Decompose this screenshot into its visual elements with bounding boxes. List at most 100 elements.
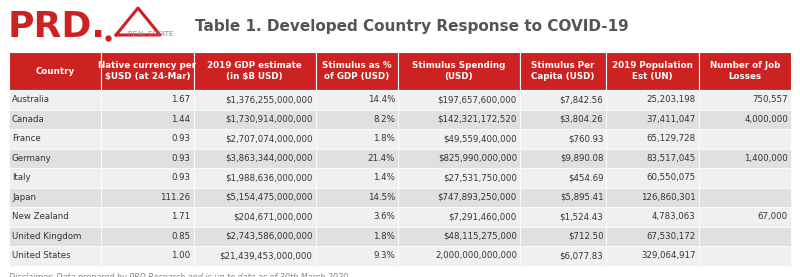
Text: $27,531,750,000: $27,531,750,000	[443, 173, 517, 182]
Text: 37,411,047: 37,411,047	[646, 115, 696, 124]
Bar	[520, 52, 606, 90]
Bar	[698, 90, 791, 109]
Text: Country: Country	[35, 66, 74, 76]
Bar	[102, 148, 194, 168]
Text: Number of Job
Losses: Number of Job Losses	[710, 61, 780, 81]
Text: $712.50: $712.50	[568, 232, 603, 241]
Text: $5,154,475,000,000: $5,154,475,000,000	[225, 193, 313, 202]
Text: 2,000,000,000,000: 2,000,000,000,000	[435, 251, 517, 260]
Text: 65,129,728: 65,129,728	[646, 134, 696, 143]
Bar	[520, 109, 606, 129]
Text: 1.8%: 1.8%	[373, 232, 395, 241]
Text: 1.44: 1.44	[171, 115, 190, 124]
Text: 67,000: 67,000	[758, 212, 788, 221]
Bar	[606, 52, 698, 90]
Text: 0.85: 0.85	[171, 232, 190, 241]
Text: United Kingdom: United Kingdom	[12, 232, 82, 241]
Bar	[606, 90, 698, 109]
Text: $7,842.56: $7,842.56	[560, 95, 603, 104]
Text: $48,115,275,000: $48,115,275,000	[443, 232, 517, 241]
Bar	[102, 227, 194, 246]
Text: 750,557: 750,557	[752, 95, 788, 104]
Bar	[102, 129, 194, 148]
Text: 0.93: 0.93	[171, 173, 190, 182]
Text: Stimulus Spending
(USD): Stimulus Spending (USD)	[412, 61, 506, 81]
Text: United States: United States	[12, 251, 70, 260]
Bar	[9, 52, 102, 90]
Bar	[9, 188, 102, 207]
Text: 111.26: 111.26	[161, 193, 190, 202]
Bar	[315, 227, 398, 246]
Bar	[698, 207, 791, 227]
Bar	[9, 90, 102, 109]
Text: $204,671,000,000: $204,671,000,000	[233, 212, 313, 221]
Bar	[520, 90, 606, 109]
Bar	[398, 109, 520, 129]
Bar	[315, 129, 398, 148]
Text: 60,550,075: 60,550,075	[646, 173, 696, 182]
Text: 2019 GDP estimate
(in $B USD): 2019 GDP estimate (in $B USD)	[207, 61, 302, 81]
Bar	[9, 227, 102, 246]
Text: 0.93: 0.93	[171, 134, 190, 143]
Bar	[520, 207, 606, 227]
Bar	[315, 188, 398, 207]
Bar	[315, 207, 398, 227]
Bar	[520, 227, 606, 246]
Text: PRD.: PRD.	[8, 10, 106, 44]
Bar	[102, 109, 194, 129]
Bar	[520, 246, 606, 265]
Bar	[398, 168, 520, 188]
Bar	[9, 246, 102, 265]
Bar	[194, 129, 315, 148]
Text: 3.6%: 3.6%	[373, 212, 395, 221]
Bar	[698, 168, 791, 188]
Bar	[194, 148, 315, 168]
Bar	[698, 148, 791, 168]
Bar	[194, 246, 315, 265]
Bar	[194, 109, 315, 129]
Bar	[102, 246, 194, 265]
Text: $2,707,074,000,000: $2,707,074,000,000	[225, 134, 313, 143]
Text: Australia: Australia	[12, 95, 50, 104]
Text: 4,000,000: 4,000,000	[744, 115, 788, 124]
Bar	[315, 90, 398, 109]
Text: Germany: Germany	[12, 154, 52, 163]
Text: 9.3%: 9.3%	[373, 251, 395, 260]
Text: 25,203,198: 25,203,198	[646, 95, 696, 104]
Bar	[102, 188, 194, 207]
Text: Stimulus as %
of GDP (USD): Stimulus as % of GDP (USD)	[322, 61, 391, 81]
Bar	[102, 168, 194, 188]
Text: Table 1. Developed Country Response to COVID-19: Table 1. Developed Country Response to C…	[195, 19, 629, 35]
Text: $1,730,914,000,000: $1,730,914,000,000	[225, 115, 313, 124]
Bar	[194, 188, 315, 207]
Bar	[194, 90, 315, 109]
Bar	[606, 129, 698, 148]
Text: $21,439,453,000,000: $21,439,453,000,000	[220, 251, 313, 260]
Text: $3,863,344,000,000: $3,863,344,000,000	[225, 154, 313, 163]
Text: $197,657,600,000: $197,657,600,000	[438, 95, 517, 104]
Text: $5,895.41: $5,895.41	[560, 193, 603, 202]
Text: $3,804.26: $3,804.26	[560, 115, 603, 124]
Bar	[398, 246, 520, 265]
Text: 1.00: 1.00	[171, 251, 190, 260]
Text: 0.93: 0.93	[171, 154, 190, 163]
Bar	[194, 168, 315, 188]
Text: 14.4%: 14.4%	[367, 95, 395, 104]
Bar	[194, 227, 315, 246]
Bar	[398, 188, 520, 207]
Text: 1.8%: 1.8%	[373, 134, 395, 143]
Text: Italy: Italy	[12, 173, 30, 182]
Text: $1,524.43: $1,524.43	[560, 212, 603, 221]
Bar	[520, 168, 606, 188]
Bar	[398, 227, 520, 246]
Text: 21.4%: 21.4%	[367, 154, 395, 163]
Bar	[606, 207, 698, 227]
Text: $1,376,255,000,000: $1,376,255,000,000	[225, 95, 313, 104]
Bar	[698, 227, 791, 246]
Bar	[698, 109, 791, 129]
Text: $2,743,586,000,000: $2,743,586,000,000	[225, 232, 313, 241]
Bar	[102, 90, 194, 109]
Bar	[9, 129, 102, 148]
Text: $7,291,460,000: $7,291,460,000	[449, 212, 517, 221]
Bar	[194, 207, 315, 227]
